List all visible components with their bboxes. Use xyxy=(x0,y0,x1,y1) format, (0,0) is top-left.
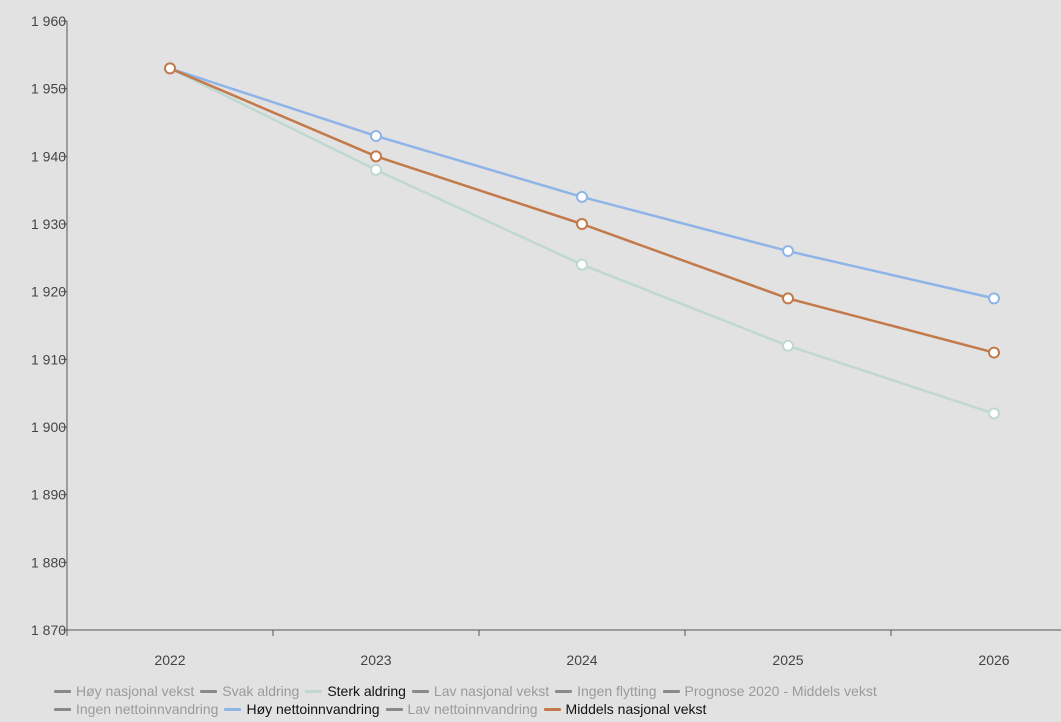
y-tick-label: 1 950 xyxy=(31,81,66,97)
series-line xyxy=(169,67,995,354)
data-point xyxy=(370,150,382,163)
y-tick-label: 1 880 xyxy=(31,554,66,570)
line-chart: 1 870 1 880 1 890 1 900 1 910 1 920 1 930 1 940… xyxy=(31,13,1061,668)
legend-swatch xyxy=(200,689,218,693)
data-point xyxy=(988,346,1000,359)
y-tick-label: 1 920 xyxy=(31,284,66,300)
legend-swatch xyxy=(54,689,71,693)
y-tick-label: 1 930 xyxy=(31,216,66,232)
legend-item[interactable]: Svak aldring xyxy=(200,682,299,700)
y-tick-label: 1 940 xyxy=(31,148,66,164)
legend-swatch xyxy=(54,707,71,711)
legend-label: Høy nettoinnvandring xyxy=(246,701,380,717)
x-tick-label: 2025 xyxy=(772,652,803,668)
legend-label: Ingen nettoinnvandring xyxy=(76,701,219,717)
x-tick-label: 2022 xyxy=(154,652,185,668)
y-tick-label: 1 900 xyxy=(31,419,66,435)
legend-label: Prognose 2020 - Middels vekst xyxy=(684,683,877,699)
data-point xyxy=(782,292,794,305)
y-tick-label: 1 910 xyxy=(31,351,66,367)
x-tick-label: 2023 xyxy=(360,652,391,668)
legend-label: Lav nasjonal vekst xyxy=(433,683,550,699)
legend-swatch xyxy=(224,707,242,711)
legend-swatch xyxy=(543,707,561,711)
y-tick-label: 1 870 xyxy=(31,622,66,638)
legend-item[interactable]: Ingen nettoinnvandring xyxy=(54,700,218,718)
legend-item[interactable]: Høy nettoinnvandring xyxy=(224,700,380,718)
legend-item[interactable]: Lav nettoinnvandring xyxy=(385,700,538,718)
legend-swatch xyxy=(305,689,323,693)
x-tick-label: 2024 xyxy=(566,652,597,668)
legend-row: Ingen nettoinnvandring Høy nettoinnvandri… xyxy=(54,700,1061,718)
legend-label: Middels nasjonal vekst xyxy=(565,701,707,717)
data-point xyxy=(370,163,382,176)
data-point xyxy=(782,339,794,352)
data-point xyxy=(576,190,588,203)
data-point xyxy=(988,292,1000,305)
data-point xyxy=(370,130,382,143)
y-tick-label: 1 890 xyxy=(31,487,66,503)
legend-item[interactable]: Sterk aldring xyxy=(305,682,406,700)
data-point xyxy=(782,245,794,258)
legend-label: Svak aldring xyxy=(222,683,300,699)
chart-legend: Høy nasjonal vekst Svak aldring Sterk aldr… xyxy=(54,682,1061,718)
legend-row: Høy nasjonal vekst Svak aldring Sterk aldr… xyxy=(54,682,1061,700)
data-point xyxy=(164,62,176,75)
legend-item[interactable]: Høy nasjonal vekst xyxy=(54,682,194,700)
legend-swatch xyxy=(555,689,573,693)
legend-item[interactable]: Middels nasjonal vekst xyxy=(543,700,707,718)
data-point xyxy=(988,407,1000,420)
legend-swatch xyxy=(662,689,680,693)
legend-label: Høy nasjonal vekst xyxy=(76,683,195,699)
data-point xyxy=(576,218,588,230)
legend-item[interactable]: Prognose 2020 - Middels vekst xyxy=(662,682,877,700)
y-tick-label: 1 960 xyxy=(31,13,66,29)
legend-label: Sterk aldring xyxy=(327,683,406,699)
legend-swatch xyxy=(411,689,429,693)
legend-item[interactable]: Lav nasjonal vekst xyxy=(411,682,550,700)
x-tick-label: 2026 xyxy=(978,652,1009,668)
legend-label: Lav nettoinnvandring xyxy=(407,701,538,717)
legend-swatch xyxy=(385,707,403,711)
legend-label: Ingen flytting xyxy=(577,683,657,699)
legend-item[interactable]: Ingen flytting xyxy=(555,682,657,700)
data-point xyxy=(576,258,588,271)
